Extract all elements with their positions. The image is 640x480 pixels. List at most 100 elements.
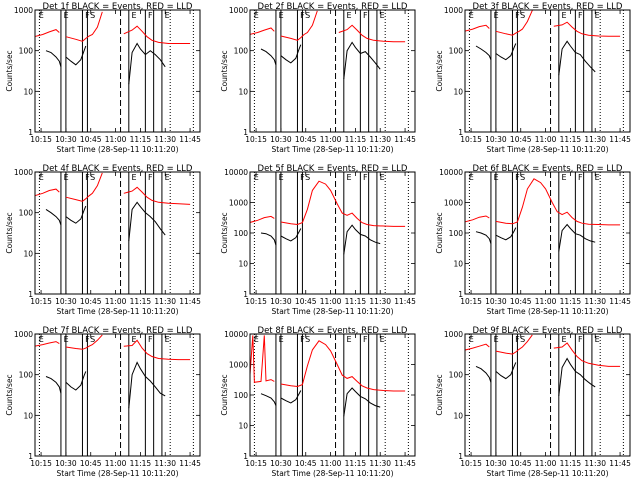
panel-title: Det 4f BLACK = Events, RED = LLD: [43, 164, 193, 174]
x-tick-label: 11:45: [179, 135, 201, 144]
flag-label: E: [131, 11, 136, 20]
flag-label: E: [279, 335, 284, 344]
x-tick-label: 11:15: [560, 297, 582, 306]
events-series-line: [45, 208, 62, 226]
x-tick-label: 10:15: [30, 459, 52, 468]
flag-label: F: [85, 335, 90, 344]
flag-label: F: [515, 335, 520, 344]
detector-panel: Det 9f BLACK = Events, RED = LLD 1 10 100 10…: [435, 326, 631, 478]
x-tick-label: 11:00: [105, 135, 127, 144]
x-tick-label: 10:30: [55, 459, 77, 468]
y-tick-label: 1: [458, 452, 463, 461]
events-series-line: [128, 361, 166, 409]
lld-series-line: [338, 24, 406, 43]
events-series-line: [128, 201, 166, 242]
y-tick-label: 10: [23, 249, 33, 258]
x-tick-label: 11:45: [609, 297, 631, 306]
flag-label: E: [254, 11, 259, 20]
flag-label: F: [148, 173, 153, 182]
y-tick-label: 1: [458, 290, 463, 299]
y-tick-label: 10: [453, 260, 463, 269]
flag-label: E: [494, 11, 499, 20]
lld-series-line: [280, 180, 406, 227]
flag-label: S: [90, 11, 95, 20]
flag-label: F: [578, 173, 583, 182]
y-tick-label: 100: [234, 47, 249, 56]
flag-label: F: [148, 335, 153, 344]
events-series-line: [260, 48, 277, 65]
x-tick-label: 11:15: [345, 297, 367, 306]
flag-label: F: [363, 335, 368, 344]
plot-frame: [249, 333, 416, 457]
lld-series-line: [280, 10, 318, 41]
x-tick-label: 11:45: [394, 135, 416, 144]
flag-label: E: [346, 173, 351, 182]
lld-series-line: [495, 178, 621, 226]
detector-panel: Det 7f BLACK = Events, RED = LLD 1 10 100 10…: [5, 326, 201, 478]
events-series-line: [45, 376, 62, 394]
events-series-line: [65, 371, 87, 391]
y-tick-label: 10000: [224, 330, 248, 339]
x-tick-label: 11:45: [609, 459, 631, 468]
flag-label: S: [305, 335, 310, 344]
y-tick-label: 1: [28, 290, 33, 299]
lld-series-line: [495, 10, 533, 36]
lld-series-line: [250, 27, 275, 35]
flag-label: E: [595, 11, 600, 20]
y-tick-label: 1: [28, 128, 33, 137]
x-tick-label: 11:00: [320, 297, 342, 306]
x-tick-label: 10:45: [510, 135, 532, 144]
lld-series-line: [123, 339, 191, 361]
x-tick-label: 11:15: [130, 135, 152, 144]
x-tick-label: 10:30: [270, 459, 292, 468]
x-tick-label: 11:45: [394, 459, 416, 468]
x-axis-label: Start Time (28-Sep-11 10:11:20): [487, 469, 609, 478]
y-tick-label: 100: [234, 391, 249, 400]
events-series-line: [260, 232, 277, 246]
flag-label: S: [520, 173, 525, 182]
events-series-line: [495, 362, 517, 380]
x-axis-label: Start Time (28-Sep-11 10:11:20): [57, 307, 179, 316]
flag-label: S: [305, 11, 310, 20]
x-tick-label: 10:30: [485, 297, 507, 306]
x-tick-label: 10:45: [80, 135, 102, 144]
x-tick-label: 11:30: [369, 459, 391, 468]
lld-series-line: [35, 341, 60, 347]
flag-label: E: [131, 335, 136, 344]
x-tick-label: 10:15: [30, 297, 52, 306]
plot-frame: [464, 171, 631, 295]
y-axis-label: Counts/sec: [435, 50, 444, 91]
lld-series-line: [123, 186, 191, 205]
flag-label: E: [64, 173, 69, 182]
events-series-line: [558, 223, 596, 252]
y-tick-label: 1000: [444, 330, 463, 339]
lld-series-line: [35, 188, 60, 197]
events-series-line: [343, 224, 381, 255]
events-series-line: [280, 390, 302, 404]
y-tick-label: 1: [243, 290, 248, 299]
flag-label: E: [380, 173, 385, 182]
y-tick-label: 1000: [229, 6, 248, 15]
events-series-line: [558, 357, 596, 396]
lld-series-line: [553, 342, 621, 367]
flag-label: E: [254, 335, 259, 344]
y-tick-label: 10: [238, 260, 248, 269]
y-tick-label: 1000: [444, 199, 463, 208]
x-tick-label: 10:30: [55, 297, 77, 306]
x-tick-label: 10:45: [295, 297, 317, 306]
lld-series-line: [65, 172, 103, 202]
flag-label: S: [520, 11, 525, 20]
flag-label: E: [380, 11, 385, 20]
x-axis-label: Start Time (28-Sep-11 10:11:20): [272, 469, 394, 478]
x-tick-label: 10:45: [80, 459, 102, 468]
x-tick-label: 10:15: [30, 135, 52, 144]
x-tick-label: 11:45: [609, 135, 631, 144]
flag-label: E: [254, 173, 259, 182]
plot-frame: [249, 171, 416, 295]
y-tick-label: 100: [234, 229, 249, 238]
panel-title: Det 8f BLACK = Events, RED = LLD: [258, 326, 408, 336]
detector-panel: Det 6f BLACK = Events, RED = LLD 1 10 100 10…: [435, 164, 631, 316]
flag-label: F: [300, 335, 305, 344]
flag-label: E: [561, 173, 566, 182]
